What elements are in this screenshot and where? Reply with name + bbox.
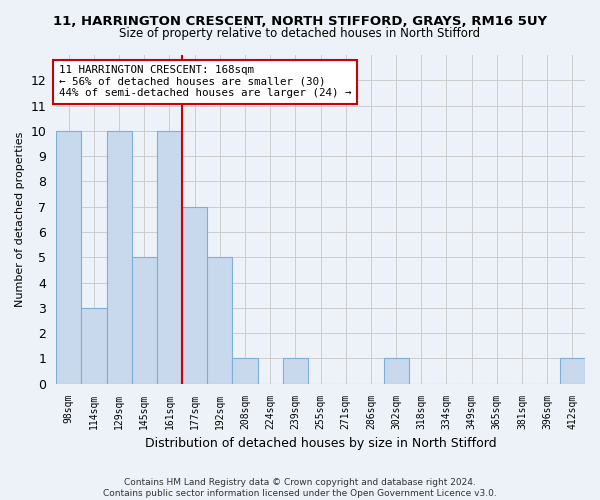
Text: 11, HARRINGTON CRESCENT, NORTH STIFFORD, GRAYS, RM16 5UY: 11, HARRINGTON CRESCENT, NORTH STIFFORD,… <box>53 15 547 28</box>
Bar <box>107 131 132 384</box>
Bar <box>132 258 157 384</box>
Bar <box>157 131 182 384</box>
Text: 11 HARRINGTON CRESCENT: 168sqm
← 56% of detached houses are smaller (30)
44% of : 11 HARRINGTON CRESCENT: 168sqm ← 56% of … <box>59 65 351 98</box>
Bar <box>207 258 232 384</box>
Bar <box>383 358 409 384</box>
Bar <box>560 358 585 384</box>
Bar <box>232 358 257 384</box>
Y-axis label: Number of detached properties: Number of detached properties <box>15 132 25 307</box>
Bar <box>283 358 308 384</box>
Bar <box>182 206 207 384</box>
Text: Size of property relative to detached houses in North Stifford: Size of property relative to detached ho… <box>119 28 481 40</box>
X-axis label: Distribution of detached houses by size in North Stifford: Distribution of detached houses by size … <box>145 437 496 450</box>
Bar <box>82 308 107 384</box>
Text: Contains HM Land Registry data © Crown copyright and database right 2024.
Contai: Contains HM Land Registry data © Crown c… <box>103 478 497 498</box>
Bar <box>56 131 82 384</box>
